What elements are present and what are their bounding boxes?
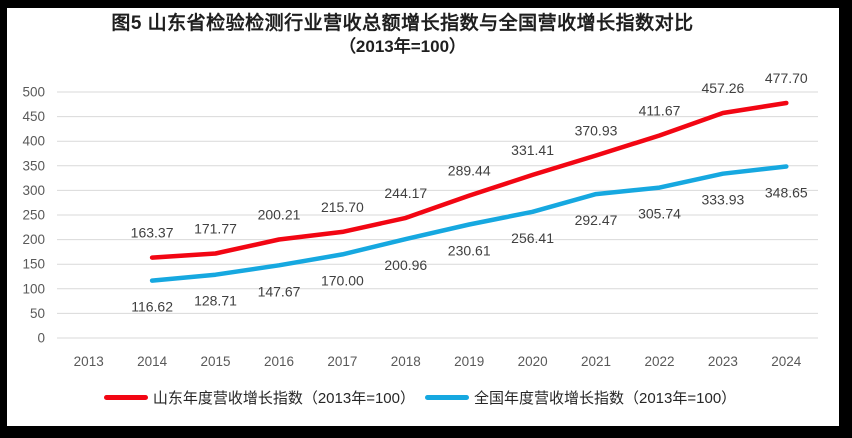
data-label: 348.65 <box>765 185 808 201</box>
x-tick-label: 2013 <box>74 354 104 369</box>
legend-line-marker-blue <box>425 395 469 400</box>
series-line <box>149 164 789 283</box>
chart-title-line1: 图5 山东省检验检测行业营收总额增长指数与全国营收增长指数对比 <box>111 13 694 34</box>
y-tick-label: 200 <box>22 232 45 247</box>
legend-label-national: 全国年度营收增长指数（2013年=100） <box>474 390 737 407</box>
data-label: 163.37 <box>131 225 174 241</box>
legend-item-national: 全国年度营收增长指数（2013年=100） <box>425 387 736 408</box>
x-tick-label: 2015 <box>200 354 230 369</box>
x-tick-label: 2018 <box>391 354 421 369</box>
data-label: 331.41 <box>511 142 554 158</box>
y-tick-label: 100 <box>22 281 45 296</box>
data-label: 370.93 <box>575 123 618 139</box>
frame-border-top <box>0 0 852 8</box>
chart-title-line2: （2013年=100） <box>338 37 467 56</box>
data-label: 244.17 <box>384 185 427 201</box>
x-tick-label: 2023 <box>708 354 738 369</box>
x-tick-label: 2016 <box>264 354 294 369</box>
y-tick-label: 300 <box>22 183 45 198</box>
x-tick-label: 2021 <box>581 354 611 369</box>
data-label: 230.61 <box>448 243 491 259</box>
x-tick-label: 2017 <box>327 354 357 369</box>
x-tick-label: 2019 <box>454 354 484 369</box>
data-label: 200.21 <box>258 207 301 223</box>
data-label: 170.00 <box>321 272 364 288</box>
y-tick-label: 150 <box>22 257 45 272</box>
x-tick-label: 2022 <box>644 354 674 369</box>
chart-legend: 山东年度营收增长指数（2013年=100） 全国年度营收增长指数（2013年=1… <box>0 387 840 408</box>
y-tick-label: 350 <box>22 158 45 173</box>
data-label: 128.71 <box>194 293 237 309</box>
frame-border-right <box>839 0 852 438</box>
y-tick-label: 250 <box>22 208 45 223</box>
data-label: 477.70 <box>765 70 808 86</box>
data-label: 333.93 <box>701 192 744 208</box>
frame-border-bottom <box>0 426 852 438</box>
y-tick-label: 50 <box>30 306 45 321</box>
y-tick-label: 0 <box>37 331 45 346</box>
x-tick-label: 2020 <box>518 354 548 369</box>
data-label: 292.47 <box>575 212 618 228</box>
data-label: 457.26 <box>701 80 744 96</box>
y-tick-label: 400 <box>22 134 45 149</box>
data-label: 200.96 <box>384 257 427 273</box>
data-label: 147.67 <box>258 283 301 299</box>
data-label: 289.44 <box>448 163 491 179</box>
x-tick-label: 2014 <box>137 354 168 369</box>
legend-label-shandong: 山东年度营收增长指数（2013年=100） <box>152 390 415 407</box>
data-label: 215.70 <box>321 199 364 215</box>
data-label: 411.67 <box>639 103 681 119</box>
data-label: 256.41 <box>511 230 554 246</box>
y-tick-label: 450 <box>22 109 45 124</box>
chart-title: 图5 山东省检验检测行业营收总额增长指数与全国营收增长指数对比 （2013年=1… <box>0 11 805 58</box>
data-label: 116.62 <box>131 299 173 315</box>
x-tick-label: 2024 <box>771 354 802 369</box>
legend-item-shandong: 山东年度营收增长指数（2013年=100） <box>103 387 415 408</box>
legend-line-marker-red <box>103 395 148 400</box>
frame-border-left <box>0 0 7 438</box>
y-tick-label: 500 <box>22 85 45 100</box>
data-label: 305.74 <box>638 206 681 222</box>
data-label: 171.77 <box>194 221 237 237</box>
series-line <box>149 100 789 260</box>
